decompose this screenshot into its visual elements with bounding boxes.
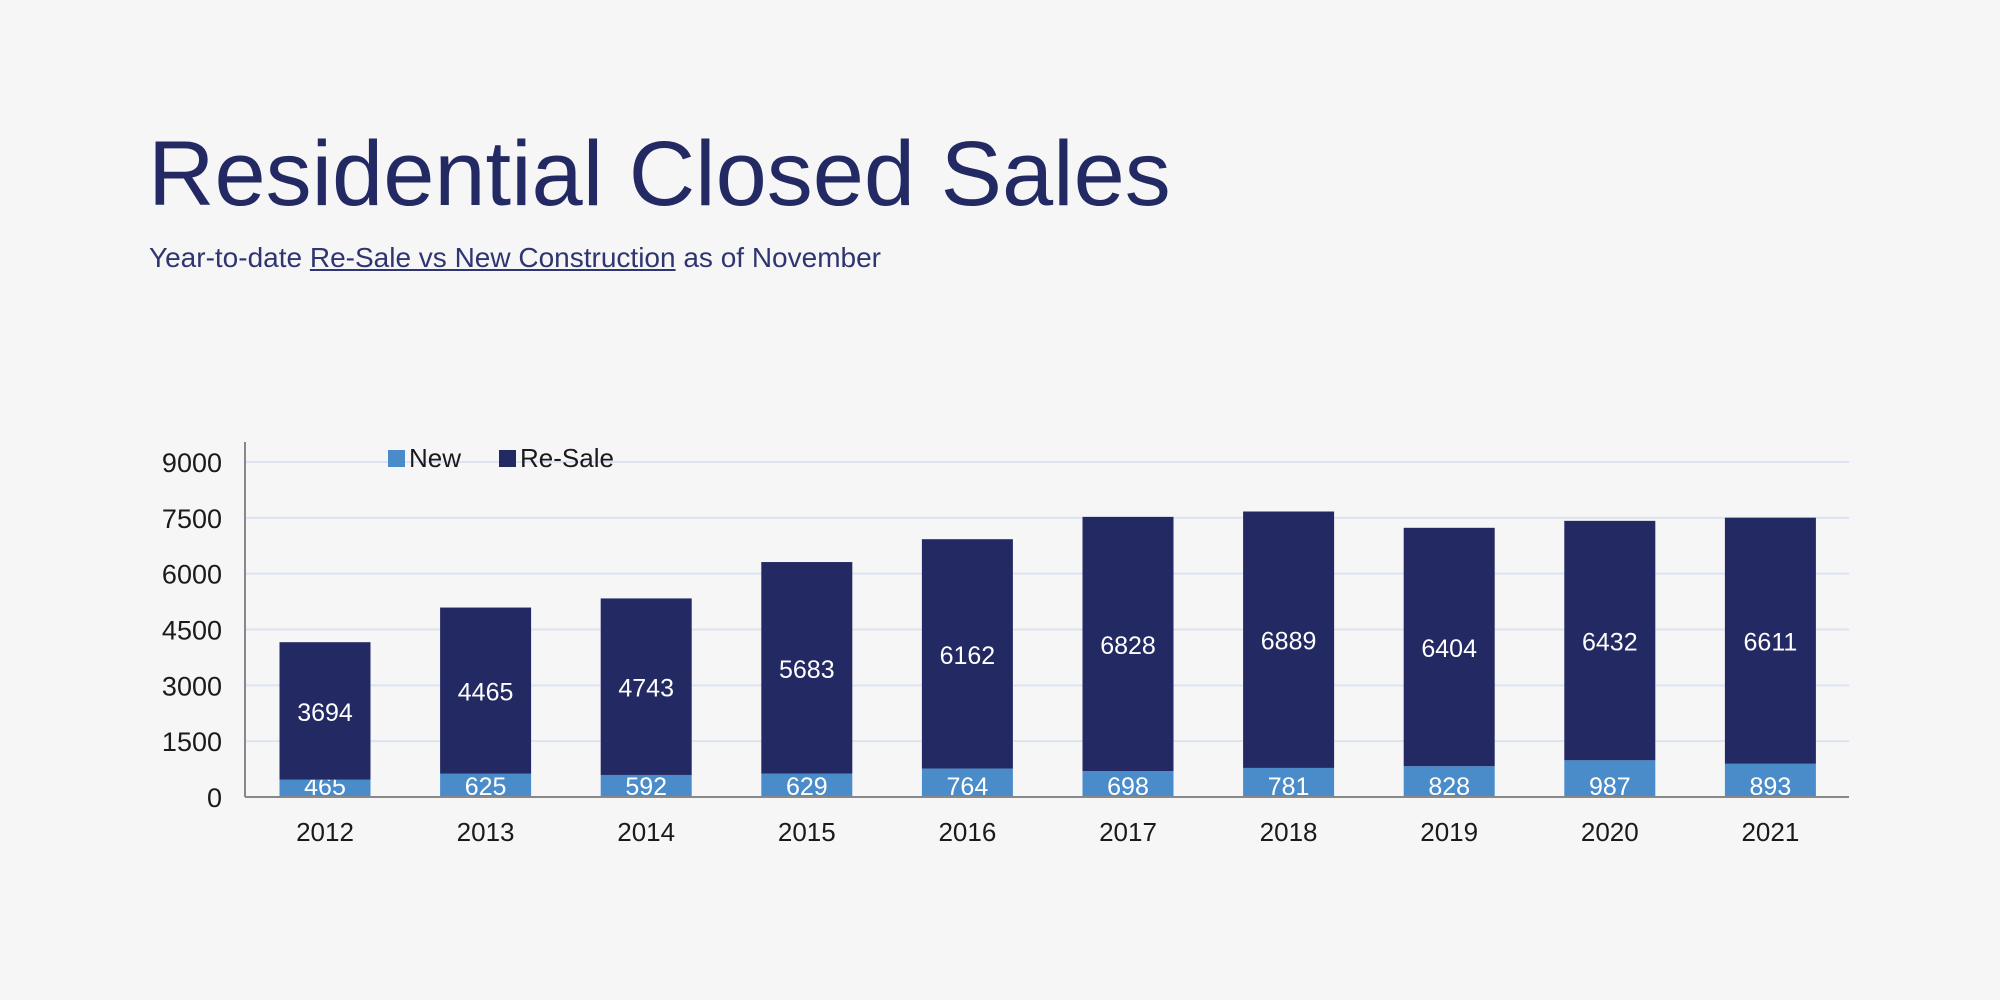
x-tick-label: 2019 bbox=[1420, 817, 1478, 847]
bar-re-sale-2012 bbox=[279, 642, 371, 780]
x-tick-label: 2014 bbox=[617, 817, 675, 847]
data-label: 6432 bbox=[1582, 629, 1638, 657]
y-tick-label: 3000 bbox=[162, 671, 222, 701]
legend-swatch-re-sale bbox=[499, 450, 516, 467]
legend-swatch-new bbox=[388, 450, 405, 467]
subtitle-prefix: Year-to-date bbox=[149, 242, 310, 273]
data-label: 4465 bbox=[458, 679, 514, 707]
subtitle-link[interactable]: Re-Sale vs New Construction bbox=[309, 242, 676, 273]
bar-new-2012 bbox=[279, 779, 371, 797]
data-label: 6889 bbox=[1261, 628, 1317, 656]
data-label: 4743 bbox=[618, 675, 674, 703]
legend-label: New bbox=[409, 443, 461, 473]
bar-new-2019 bbox=[1403, 766, 1495, 797]
y-tick-label: 0 bbox=[207, 783, 222, 813]
bar-re-sale-2020 bbox=[1564, 520, 1656, 761]
data-label: 5683 bbox=[779, 656, 835, 684]
x-tick-label: 2012 bbox=[296, 817, 354, 847]
bar-new-2020 bbox=[1564, 760, 1656, 797]
data-label: 3694 bbox=[297, 699, 353, 727]
legend-label: Re-Sale bbox=[520, 443, 614, 473]
x-tick-label: 2017 bbox=[1099, 817, 1157, 847]
page-title: Residential Closed Sales bbox=[148, 123, 1171, 225]
page-subtitle: Year-to-date Re-Sale vs New Construction… bbox=[149, 242, 881, 274]
y-tick-label: 1500 bbox=[162, 727, 222, 757]
data-label: 6828 bbox=[1100, 632, 1156, 660]
x-tick-label: 2021 bbox=[1741, 817, 1799, 847]
data-label: 6404 bbox=[1421, 635, 1477, 663]
x-tick-label: 2015 bbox=[778, 817, 836, 847]
y-tick-label: 9000 bbox=[162, 448, 222, 478]
bar-re-sale-2013 bbox=[440, 607, 532, 774]
bar-re-sale-2015 bbox=[761, 562, 853, 774]
bar-re-sale-2016 bbox=[921, 539, 1013, 769]
x-tick-label: 2018 bbox=[1260, 817, 1318, 847]
bar-new-2013 bbox=[440, 773, 532, 797]
subtitle-suffix: as of November bbox=[675, 242, 881, 273]
data-label: 6611 bbox=[1744, 629, 1798, 657]
data-label: 6162 bbox=[940, 642, 996, 670]
bar-new-2021 bbox=[1724, 763, 1816, 797]
bar-re-sale-2019 bbox=[1403, 527, 1495, 767]
bar-new-2016 bbox=[921, 768, 1013, 797]
bar-new-2018 bbox=[1243, 767, 1335, 797]
bar-re-sale-2021 bbox=[1724, 517, 1816, 764]
y-tick-label: 4500 bbox=[162, 616, 222, 646]
bar-new-2017 bbox=[1082, 771, 1174, 797]
bar-new-2015 bbox=[761, 773, 853, 797]
x-tick-label: 2013 bbox=[457, 817, 515, 847]
bar-new-2014 bbox=[600, 774, 692, 797]
bar-re-sale-2018 bbox=[1243, 511, 1335, 768]
bar-re-sale-2014 bbox=[600, 598, 692, 775]
y-tick-label: 6000 bbox=[162, 560, 222, 590]
x-tick-label: 2016 bbox=[938, 817, 996, 847]
x-tick-label: 2020 bbox=[1581, 817, 1639, 847]
bar-re-sale-2017 bbox=[1082, 516, 1174, 772]
y-tick-label: 7500 bbox=[162, 504, 222, 534]
